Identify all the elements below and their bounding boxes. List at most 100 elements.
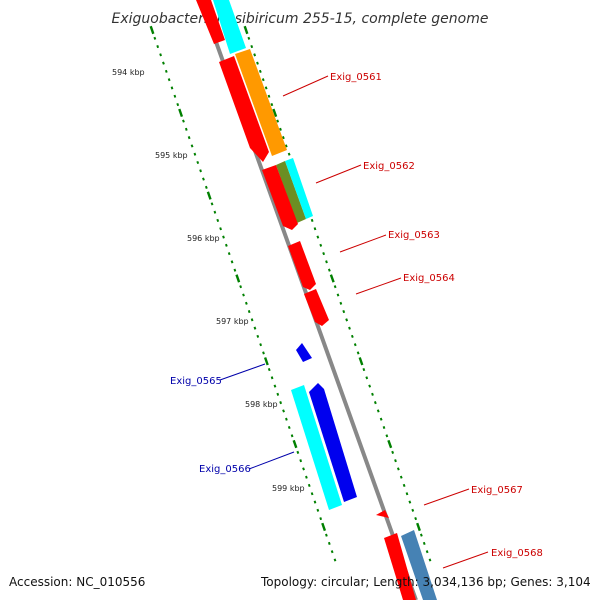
inner-tick-mark bbox=[259, 343, 263, 347]
gene-label-exig-0567[interactable]: Exig_0567 bbox=[471, 485, 523, 496]
outer-tick-mark bbox=[250, 44, 254, 49]
inner-tick-mark bbox=[235, 274, 241, 283]
outer-tick-mark bbox=[382, 425, 386, 430]
outer-tick-mark bbox=[258, 69, 262, 73]
accession-text: Accession: NC_010556 bbox=[9, 575, 146, 589]
leader-exig-0561 bbox=[282, 75, 329, 97]
inner-tick-mark bbox=[230, 260, 234, 264]
map-title: Exiguobacterium sibiricum 255-15, comple… bbox=[111, 11, 488, 27]
gene-feature-exig-0563[interactable] bbox=[288, 241, 316, 290]
outer-tick-mark bbox=[387, 439, 393, 449]
outer-tick-mark bbox=[264, 86, 268, 90]
gene-feature-red-2[interactable] bbox=[262, 165, 298, 230]
inner-tick-mark bbox=[156, 44, 160, 49]
inner-tick-mark bbox=[173, 94, 177, 98]
inner-tick-mark bbox=[170, 86, 174, 90]
outer-tick-mark bbox=[333, 285, 337, 289]
inner-tick-mark bbox=[199, 169, 202, 173]
inner-tick-mark bbox=[213, 210, 217, 214]
outer-tick-mark bbox=[376, 409, 380, 413]
outer-tick-mark bbox=[414, 517, 418, 521]
inner-tick-mark bbox=[216, 218, 220, 223]
outer-tick-mark bbox=[329, 274, 335, 283]
gene-feature-exig-0566-cyan[interactable] bbox=[291, 385, 342, 510]
outer-tick-mark bbox=[310, 218, 314, 223]
gene-feature-red-top[interactable] bbox=[196, 0, 225, 44]
outer-tick-mark bbox=[368, 384, 372, 388]
inner-tick-mark bbox=[224, 243, 228, 247]
outer-tick-mark bbox=[422, 541, 426, 546]
gene-label-exig-0562[interactable]: Exig_0562 bbox=[363, 161, 415, 172]
outer-tick-mark bbox=[287, 152, 291, 156]
outer-tick-mark bbox=[428, 558, 432, 562]
outer-tick-mark bbox=[339, 301, 343, 305]
inner-tick-mark bbox=[190, 144, 194, 148]
inner-tick-mark bbox=[204, 185, 208, 189]
gene-label-exig-0564[interactable]: Exig_0564 bbox=[403, 273, 455, 284]
gene-feature-exig-0566-blue[interactable] bbox=[309, 383, 357, 502]
outer-tick-mark bbox=[276, 119, 280, 123]
inner-tick-mark bbox=[263, 357, 269, 366]
inner-tick-mark bbox=[253, 326, 257, 330]
outer-tick-mark bbox=[396, 467, 400, 471]
inner-tick-mark bbox=[299, 459, 303, 463]
inner-tick-mark bbox=[159, 53, 162, 57]
gene-feature-exig-0564[interactable] bbox=[304, 289, 329, 326]
inner-tick-mark bbox=[244, 301, 248, 305]
inner-tick-mark bbox=[296, 450, 300, 454]
inner-tick-mark bbox=[319, 517, 323, 521]
inner-tick-mark bbox=[193, 152, 197, 156]
outer-tick-mark bbox=[272, 108, 278, 118]
gene-label-exig-0566[interactable]: Exig_0566 bbox=[199, 464, 251, 475]
outer-tick-mark bbox=[379, 417, 383, 421]
gene-label-exig-0563[interactable]: Exig_0563 bbox=[388, 230, 440, 241]
outer-tick-mark bbox=[322, 252, 326, 256]
inner-tick-mark bbox=[149, 25, 155, 35]
inner-tick-mark bbox=[227, 252, 231, 256]
inner-tick-mark bbox=[202, 177, 205, 181]
topology-text: Topology: circular; Length: 3,034,136 bp… bbox=[261, 575, 591, 589]
outer-tick-mark bbox=[267, 94, 271, 98]
inner-tick-mark bbox=[270, 376, 274, 380]
gene-label-exig-0568[interactable]: Exig_0568 bbox=[491, 548, 543, 559]
gene-feature-exig-0565[interactable] bbox=[296, 343, 312, 362]
outer-tick-mark bbox=[391, 450, 395, 454]
outer-tick-mark bbox=[348, 326, 351, 330]
tick-label-595: 595 kbp bbox=[155, 151, 188, 160]
outer-tick-mark bbox=[350, 334, 354, 338]
inner-tick-mark bbox=[182, 119, 185, 123]
gene-feature-cyan-top[interactable] bbox=[213, 0, 246, 54]
gene-feature-exig-0561[interactable] bbox=[235, 49, 287, 156]
outer-tick-mark bbox=[336, 293, 340, 297]
outer-tick-mark bbox=[425, 550, 429, 554]
inner-tick-mark bbox=[239, 285, 243, 289]
gene-label-exig-0561[interactable]: Exig_0561 bbox=[330, 72, 382, 83]
outer-tick-mark bbox=[411, 508, 415, 512]
inner-tick-mark bbox=[206, 191, 212, 200]
outer-tick-mark bbox=[405, 492, 409, 496]
gene-feature-exig-0562-b[interactable] bbox=[285, 158, 313, 219]
outer-tick-mark bbox=[253, 53, 257, 57]
gene-feature-exig-0568[interactable] bbox=[401, 530, 437, 600]
inner-tick-mark bbox=[321, 522, 327, 532]
inner-tick-mark bbox=[282, 409, 285, 413]
outer-tick-mark bbox=[358, 357, 364, 366]
gene-feature-exig-0562-a[interactable] bbox=[276, 161, 306, 223]
gene-label-exig-0565[interactable]: Exig_0565 bbox=[170, 376, 222, 387]
gene-feature-red-1[interactable] bbox=[219, 56, 269, 162]
gene-feature-red-bottom[interactable] bbox=[384, 533, 416, 600]
tick-label-597: 597 kbp bbox=[216, 317, 249, 326]
leader-exig-0567 bbox=[423, 488, 470, 506]
inner-tick-mark bbox=[316, 508, 320, 512]
inner-tick-mark bbox=[222, 235, 225, 239]
outer-tick-mark bbox=[319, 243, 323, 247]
outer-tick-mark bbox=[408, 500, 412, 504]
inner-tick-mark bbox=[187, 136, 191, 140]
inner-tick-mark bbox=[285, 417, 288, 421]
inner-tick-mark bbox=[153, 36, 157, 40]
outer-tick-mark bbox=[394, 459, 397, 463]
inner-tick-mark bbox=[279, 401, 283, 405]
gene-feature-exig-0567[interactable] bbox=[376, 510, 389, 518]
leader-exig-0564 bbox=[355, 277, 402, 295]
inner-tick-mark bbox=[247, 309, 251, 314]
